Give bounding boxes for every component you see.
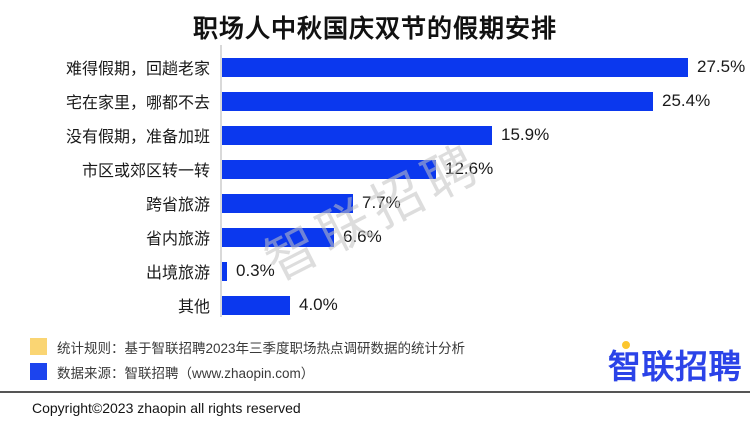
bar [222,91,653,111]
bar [222,193,353,213]
chart-title: 职场人中秋国庆双节的假期安排 [192,15,557,43]
bar-track: 15.9% [222,125,750,145]
category-label: 难得假期，回趟老家 [65,61,210,78]
bar [222,57,688,77]
bar [222,295,290,315]
chart-row: 没有假期，准备加班 15.9% [0,118,750,152]
category-label: 市区或郊区转一转 [81,163,210,180]
chart-row: 省内旅游 6.6% [0,220,750,254]
value-label: 12.6% [445,159,494,178]
bar [222,125,492,145]
category-label: 宅在家里，哪都不去 [65,95,210,112]
y-axis-line [220,45,222,317]
bar-track: 27.5% [222,57,750,77]
chart-row: 跨省旅游 7.7% [0,186,750,220]
bar-track: 12.6% [222,159,750,179]
value-label: 7.7% [362,193,401,212]
bar-track: 0.3% [222,261,750,281]
legend-item-stat-rule: 统计规则：基于智联招聘2023年三季度职场热点调研数据的统计分析 [30,337,465,356]
chart-row: 市区或郊区转一转 12.6% [0,152,750,186]
zhaopin-logo-text: 智联招聘 [608,348,742,385]
legend: 统计规则：基于智联招聘2023年三季度职场热点调研数据的统计分析 数据来源：智联… [30,337,465,387]
chart-row: 其他 4.0% [0,288,750,322]
zhaopin-logo: 智联招聘 [608,340,742,388]
bar [222,227,334,247]
category-label: 省内旅游 [145,231,210,248]
category-label: 出境旅游 [145,265,210,282]
legend-label: 统计规则：基于智联招聘2023年三季度职场热点调研数据的统计分析 [57,340,466,356]
bar-track: 7.7% [222,193,750,213]
bar-track: 25.4% [222,91,750,111]
chart-row: 宅在家里，哪都不去 25.4% [0,84,750,118]
legend-swatch-blue [30,363,47,380]
bar-track: 4.0% [222,295,750,315]
value-label: 4.0% [299,295,338,314]
value-label: 0.3% [236,261,275,280]
bar-rows: 难得假期，回趟老家 27.5% 宅在家里，哪都不去 25.4% 没有假期，准备加班 15.… [0,50,750,322]
zhaopin-logo-ring-icon [622,341,630,349]
bar [222,261,227,281]
value-label: 27.5% [697,57,746,76]
legend-item-data-source: 数据来源：智联招聘（www.zhaopin.com） [30,362,465,381]
chart-row: 出境旅游 0.3% [0,254,750,288]
category-label: 跨省旅游 [145,197,210,214]
legend-label: 数据来源：智联招聘（www.zhaopin.com） [57,365,315,381]
footer-divider [0,391,750,393]
category-label: 没有假期，准备加班 [65,129,210,146]
value-label: 25.4% [662,91,711,110]
bar-track: 6.6% [222,227,750,247]
value-label: 15.9% [501,125,550,144]
bar-chart: 智联招聘 难得假期，回趟老家 27.5% 宅在家里，哪都不去 25.4% 没有假期，准备… [0,45,750,322]
bar [222,159,436,179]
category-label: 其他 [177,299,210,316]
value-label: 6.6% [343,227,382,246]
legend-swatch-yellow [30,338,47,355]
chart-row: 难得假期，回趟老家 27.5% [0,50,750,84]
copyright-text: Copyright©2023 zhaopin all rights reserv… [32,400,301,416]
